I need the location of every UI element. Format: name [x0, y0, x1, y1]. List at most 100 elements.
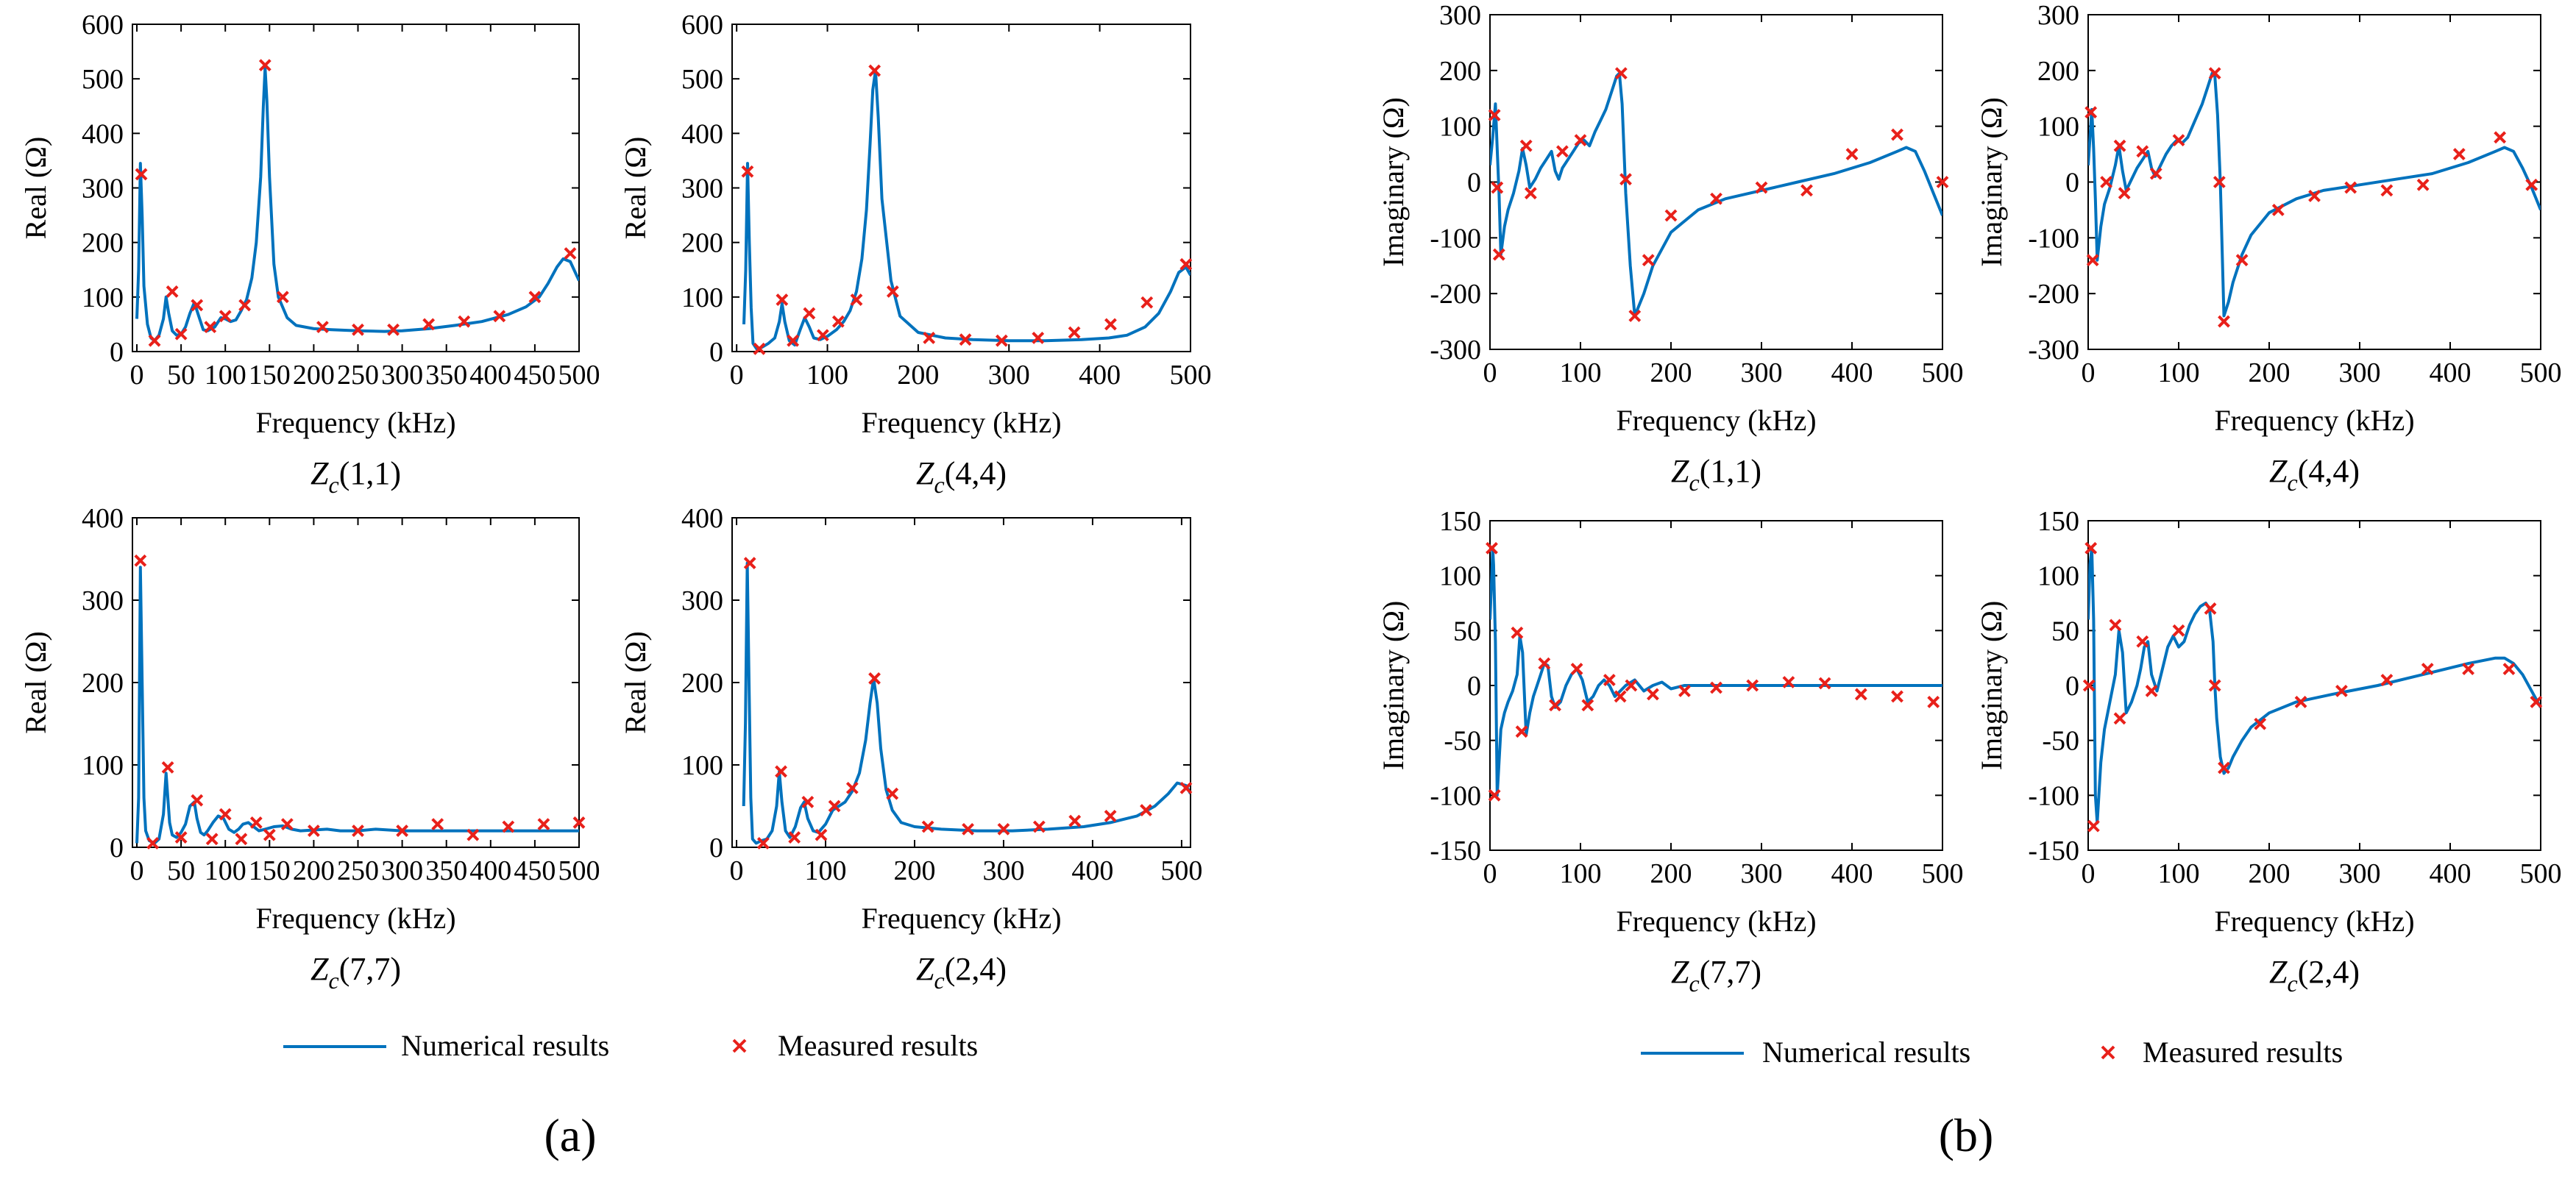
y-tick-label: -100 — [1430, 223, 1481, 254]
measured-point — [528, 291, 542, 304]
measured-point — [921, 820, 934, 833]
measured-point — [191, 794, 204, 807]
measured-point — [458, 315, 471, 328]
measured-point — [1068, 326, 1081, 339]
measured-point — [1581, 699, 1594, 712]
measured-point — [263, 828, 276, 841]
x-tick-label: 0 — [130, 360, 144, 391]
y-tick-label: 300 — [82, 585, 124, 616]
measured-point-stroke — [2149, 167, 2162, 180]
measured-point — [493, 310, 506, 323]
measured-point-stroke — [959, 333, 972, 346]
measured-point-stroke — [191, 299, 204, 312]
measured-point — [756, 836, 770, 849]
measured-point — [1032, 332, 1045, 344]
measured-point — [2084, 541, 2098, 555]
measured-point-stroke — [2172, 134, 2185, 147]
caption-subscript: c — [1689, 970, 1699, 997]
measured-point-stroke — [2113, 139, 2126, 152]
measured-point — [1614, 690, 1627, 703]
measured-point-stroke — [845, 781, 859, 794]
measured-point-stroke — [148, 334, 161, 347]
measured-point — [1524, 187, 1537, 200]
measured-point — [235, 833, 248, 846]
caption-main: Z — [1671, 954, 1689, 990]
measured-point-stroke — [775, 765, 787, 778]
measured-point — [2294, 695, 2307, 708]
measured-point — [422, 318, 436, 331]
caption-main: Z — [311, 951, 329, 987]
x-tick-label: 0 — [1483, 858, 1497, 889]
caption-subscript: c — [1689, 469, 1699, 496]
measured-point — [1488, 788, 1501, 802]
measured-point — [2109, 619, 2122, 632]
measured-point — [886, 787, 899, 800]
measured-point — [2118, 187, 2131, 200]
x-axis-label: Frequency (kHz) — [2214, 404, 2414, 437]
measured-point-stroke — [1581, 699, 1594, 712]
x-tick-label: 300 — [2339, 357, 2381, 388]
measured-point-stroke — [787, 334, 800, 347]
x-tick-label: 200 — [293, 855, 335, 886]
measured-point-stroke — [134, 554, 147, 567]
measured-point-stroke — [537, 818, 550, 831]
y-tick-label: 200 — [82, 668, 124, 699]
measured-point-stroke — [2421, 663, 2434, 676]
measured-point-stroke — [205, 833, 219, 846]
chart-caption: Zc(4,4) — [916, 455, 1007, 498]
measured-point-stroke — [1524, 187, 1537, 200]
numerical-series-line — [1490, 546, 1942, 797]
measured-point — [2149, 167, 2162, 180]
y-tick-label: -150 — [2028, 836, 2079, 866]
y-tick-label: 300 — [2037, 0, 2079, 31]
measured-point — [1491, 181, 1504, 194]
measured-point — [2172, 134, 2185, 147]
measured-point-stroke — [816, 329, 829, 342]
caption-main: Z — [2269, 954, 2288, 990]
y-axis-label: Real (Ω) — [19, 631, 52, 734]
x-tick-label: 500 — [2520, 357, 2562, 388]
x-tick-label: 450 — [514, 360, 556, 391]
measured-point — [845, 781, 859, 794]
measured-point — [1140, 296, 1154, 309]
measured-point-stroke — [815, 828, 828, 841]
x-tick-label: 200 — [893, 855, 935, 886]
measured-point-stroke — [2525, 178, 2538, 191]
x-tick-label: 100 — [205, 855, 246, 886]
x-tick-label: 300 — [982, 855, 1024, 886]
measured-point-stroke — [1179, 781, 1193, 794]
measured-point-stroke — [1746, 679, 1759, 692]
numerical-series-line — [1490, 71, 1942, 318]
measured-point — [2380, 674, 2394, 686]
measured-point-stroke — [166, 285, 179, 298]
measured-point — [219, 310, 232, 323]
caption-main: Z — [1671, 453, 1689, 489]
measured-point — [280, 818, 294, 831]
x-tick-label: 200 — [2249, 357, 2291, 388]
legend-a-measured-label: Measured results — [778, 1029, 978, 1062]
caption-main: Z — [916, 455, 934, 491]
x-tick-label: 100 — [1560, 858, 1602, 889]
measured-point — [316, 321, 329, 334]
x-tick-label: 400 — [1831, 357, 1873, 388]
chart-5: 0 100 200 300 400 500 -300 -200 -100 0 100 200 300 Fr… — [1377, 0, 1964, 496]
y-tick-label: 200 — [2037, 56, 2079, 87]
x-tick-label: 100 — [806, 360, 848, 391]
panel-label-a: (a) — [544, 1109, 596, 1161]
y-tick-label: 100 — [1439, 112, 1481, 143]
chart-caption: Zc(2,4) — [2269, 954, 2360, 997]
measured-point-stroke — [219, 808, 232, 821]
measured-point — [1891, 128, 1903, 141]
measured-point-stroke — [1515, 725, 1528, 738]
measured-point — [161, 761, 174, 774]
y-tick-label: 0 — [2065, 168, 2079, 199]
measured-point — [1519, 139, 1533, 152]
measured-point — [959, 333, 972, 346]
measured-point — [1574, 134, 1587, 147]
y-axis-label: Imaginary (Ω) — [1975, 601, 2008, 771]
measured-point-stroke — [2172, 624, 2185, 637]
measured-point-stroke — [387, 323, 400, 336]
measured-point-stroke — [831, 315, 845, 328]
x-tick-label: 400 — [2430, 357, 2472, 388]
